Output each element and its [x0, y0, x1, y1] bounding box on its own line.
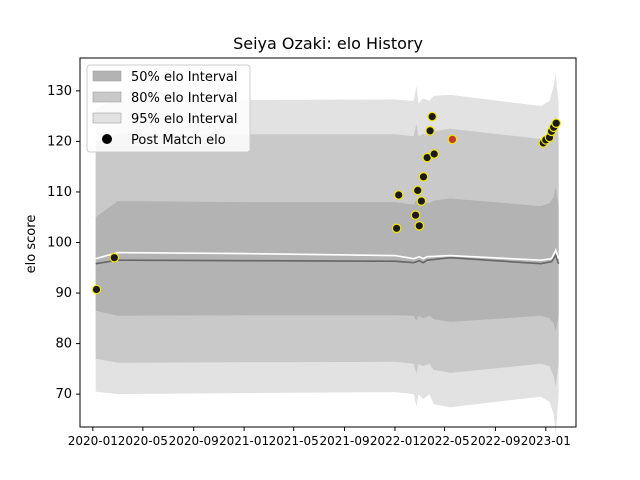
x-tick-label: 2022-01	[370, 434, 420, 448]
interval-band-2	[95, 186, 559, 331]
post-match-elo-point	[410, 210, 421, 220]
x-tick-label: 2020-09	[169, 434, 219, 448]
y-tick-label: 70	[55, 387, 72, 402]
chart-title: Seiya Ozaki: elo History	[233, 34, 423, 53]
plot-area	[79, 57, 577, 435]
y-tick-label: 100	[47, 236, 72, 251]
x-tick-label: 2021-09	[319, 434, 369, 448]
y-tick-label: 130	[47, 84, 72, 99]
legend-swatch	[92, 70, 122, 82]
post-match-elo-point	[447, 134, 458, 145]
y-tick-label: 80	[55, 337, 72, 352]
post-match-elo-point	[412, 185, 423, 196]
legend-marker	[102, 134, 112, 144]
x-tick-label: 2022-09	[470, 434, 520, 448]
post-match-elo-point	[91, 284, 102, 295]
elo-line-1	[95, 247, 560, 262]
y-tick-label: 90	[55, 286, 72, 301]
post-match-elo-point	[109, 252, 120, 263]
legend-label: 80% elo Interval	[131, 91, 238, 106]
legend-swatch	[92, 112, 122, 124]
post-match-elo-point	[425, 126, 435, 136]
post-match-elo-point	[418, 172, 429, 182]
x-axis: 2020-01 2020-05 2020-09 2021-01 2021-05 2021-…	[68, 427, 571, 448]
y-axis: 70 80 90 100 110 120 130	[47, 84, 80, 402]
y-axis-label: elo score	[24, 215, 39, 274]
x-tick-label: 2022-05	[419, 434, 469, 448]
post-match-elo-point	[391, 223, 402, 234]
x-tick-label: 2020-05	[118, 434, 168, 448]
post-match-elo-point	[427, 111, 437, 122]
x-tick-label: 2021-01	[219, 434, 269, 448]
legend: 50% elo Interval 80% elo Interval 95% elo …	[86, 64, 251, 153]
x-tick-label: 2020-01	[68, 434, 118, 448]
post-match-elo-point	[393, 190, 404, 200]
legend-box	[86, 64, 251, 153]
post-match-elo-point	[429, 149, 439, 159]
x-tick-label: 2023-01	[521, 434, 571, 448]
x-tick-label: 2021-05	[269, 434, 319, 448]
post-match-elo-point	[416, 196, 427, 206]
legend-swatch	[92, 91, 122, 103]
legend-label: 95% elo Interval	[131, 112, 238, 127]
y-tick-label: 120	[47, 134, 72, 149]
elo-line-0	[95, 253, 560, 265]
post-match-elo-point	[414, 221, 425, 231]
legend-label: Post Match elo	[131, 133, 226, 148]
legend-label: 50% elo Interval	[131, 70, 238, 85]
y-tick-label: 110	[47, 185, 72, 200]
post-match-elo-point	[551, 118, 561, 128]
